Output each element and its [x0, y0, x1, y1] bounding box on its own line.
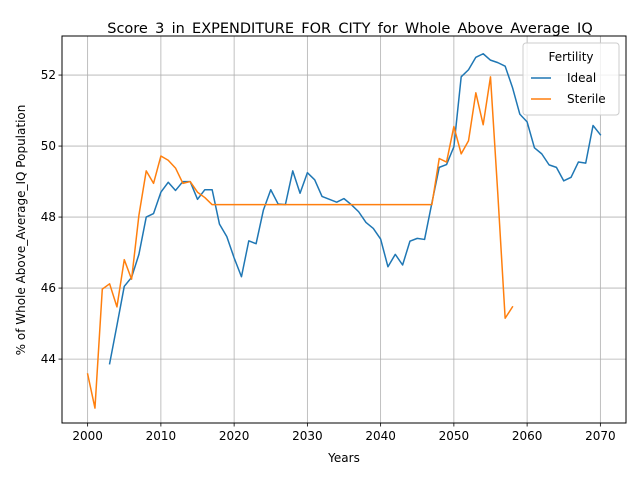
legend-label-ideal: Ideal: [567, 71, 596, 85]
x-tick-label: 2060: [512, 429, 543, 443]
legend-title: Fertility: [548, 50, 593, 64]
x-axis-ticks: 2000 2010 2020 2030 2040 2050 2060 2070: [72, 423, 616, 443]
y-axis-label: % of Whole Above_Average_IQ Population: [14, 105, 28, 356]
legend: Fertility Ideal Sterile: [522, 42, 620, 116]
y-tick-label: 52: [41, 68, 56, 82]
x-tick-label: 2050: [439, 429, 470, 443]
x-tick-label: 2010: [146, 429, 177, 443]
y-tick-label: 46: [41, 281, 56, 295]
x-tick-label: 2020: [219, 429, 250, 443]
legend-box: [522, 42, 620, 116]
legend-label-sterile: Sterile: [567, 92, 606, 106]
y-tick-label: 44: [41, 352, 56, 366]
x-tick-label: 2040: [365, 429, 396, 443]
x-tick-label: 2030: [292, 429, 323, 443]
y-tick-label: 48: [41, 210, 56, 224]
x-tick-label: 2000: [72, 429, 103, 443]
series-lines: [86, 53, 602, 409]
y-axis-ticks: 44 46 48 50 52: [41, 68, 62, 366]
plot-frame: [61, 35, 627, 424]
x-tick-label: 2070: [585, 429, 616, 443]
series-line-sterile: [86, 76, 514, 409]
chart-title: Score_3_in_EXPENDITURE_FOR_CITY_for_Whol…: [107, 21, 593, 37]
y-tick-label: 50: [41, 139, 56, 153]
x-axis-label: Years: [327, 451, 360, 465]
